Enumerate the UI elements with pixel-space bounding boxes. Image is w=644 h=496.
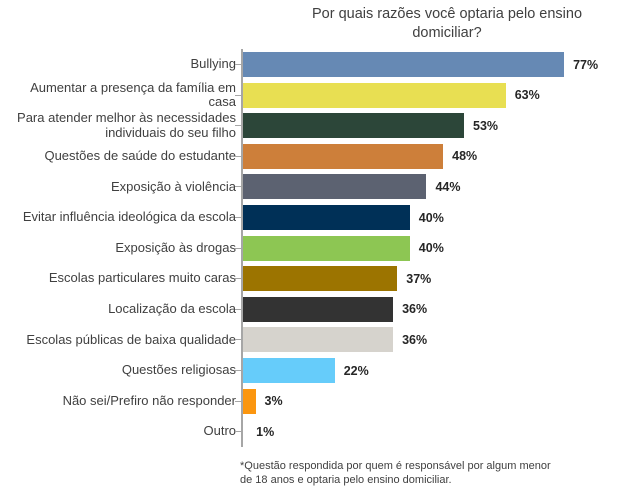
footnote-line-1: *Questão respondida por quem é responsáv… [240, 460, 551, 472]
category-label: Escolas particulares muito caras [48, 270, 236, 286]
bar [243, 113, 464, 139]
value-label: 53% [473, 118, 499, 133]
axis-tick [235, 308, 241, 310]
chart-row: Evitar influência ideológica da escola 40… [0, 202, 644, 233]
category-axis-line [241, 49, 243, 447]
bar [243, 358, 335, 383]
axis-tick [235, 155, 241, 157]
category-label: Outro [203, 423, 236, 439]
category-label: Bullying [190, 56, 236, 72]
bar [243, 143, 444, 169]
category-label: Exposição à violência [110, 178, 236, 194]
chart-row: Exposição às drogas 40% [0, 233, 644, 264]
bar [243, 327, 394, 353]
axis-tick [235, 278, 241, 280]
axis-tick [235, 431, 241, 433]
axis-tick [235, 186, 241, 188]
bar [243, 296, 394, 322]
bar [243, 174, 427, 200]
axis-tick [235, 217, 241, 218]
axis-tick [235, 370, 241, 371]
value-label: 44% [435, 179, 461, 194]
footnote-line-2: de 18 anos e optaria pelo ensino domicil… [240, 474, 452, 486]
chart-row: Exposição à violência 44% [0, 171, 644, 202]
value-label: 36% [402, 302, 428, 317]
axis-tick [235, 125, 241, 127]
chart-row: Aumentar a presença da família em casa 63… [0, 80, 644, 111]
bar [243, 52, 565, 77]
chart-title: Por quais razões você optaria pelo ensin… [311, 6, 583, 41]
category-label: Localização da escola [108, 301, 236, 317]
chart-row: Escolas particulares muito caras 37% [0, 263, 644, 294]
chart-row: Outro 1% [0, 416, 644, 447]
chart-row: Bullying 77% [0, 49, 644, 80]
category-label: Exposição às drogas [115, 239, 236, 255]
category-label: Questões de saúde do estudante [44, 148, 236, 164]
value-label: 3% [264, 394, 283, 409]
chart-row: Questões de saúde do estudante 48% [0, 141, 644, 172]
value-label: 77% [573, 57, 599, 72]
value-label: 63% [514, 88, 540, 103]
bar [243, 266, 398, 292]
axis-tick [235, 400, 241, 402]
category-label: Questões religiosas [121, 362, 236, 378]
axis-tick [235, 64, 241, 65]
axis-tick [235, 247, 241, 249]
value-label: 40% [418, 241, 444, 256]
axis-tick [235, 94, 241, 96]
chart-row: Para atender melhor às necessidades indi… [0, 110, 644, 141]
bar [243, 82, 506, 108]
bar [243, 419, 248, 445]
value-label: 37% [406, 271, 432, 286]
bar [243, 235, 410, 261]
chart-row: Não sei/Prefiro não responder 3% [0, 386, 644, 417]
value-label: 22% [343, 363, 369, 378]
category-label: Para atender melhor às necessidades indi… [17, 110, 236, 140]
chart-row: Questões religiosas 22% [0, 355, 644, 386]
category-label: Aumentar a presença da família em casa [30, 79, 236, 110]
bar [243, 388, 256, 414]
bar [243, 205, 410, 230]
chart-row: Localização da escola 36% [0, 294, 644, 325]
value-label: 40% [418, 210, 444, 225]
value-label: 48% [452, 149, 478, 164]
category-label: Não sei/Prefiro não responder [62, 392, 236, 408]
axis-tick [235, 339, 241, 341]
chart-row: Escolas públicas de baixa qualidade 36% [0, 324, 644, 355]
category-label: Evitar influência ideológica da escola [22, 209, 236, 225]
category-label: Escolas públicas de baixa qualidade [26, 331, 236, 347]
value-label: 36% [402, 332, 428, 347]
chart-footnote: *Questão respondida por quem é responsáv… [240, 459, 640, 487]
value-label: 1% [256, 424, 275, 439]
